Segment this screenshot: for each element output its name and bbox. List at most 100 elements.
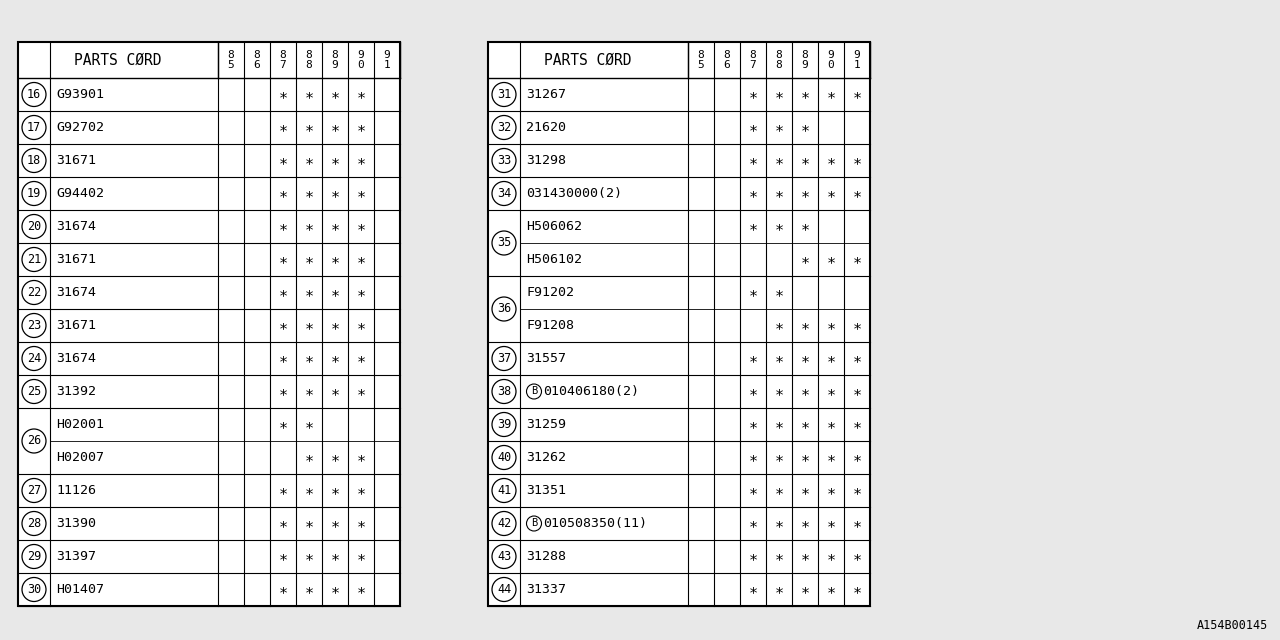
- Text: G94402: G94402: [56, 187, 104, 200]
- Text: ∗: ∗: [800, 318, 809, 333]
- Text: 8
6: 8 6: [723, 51, 731, 70]
- Text: ∗: ∗: [279, 153, 288, 168]
- Text: 031430000(2): 031430000(2): [526, 187, 622, 200]
- Text: PARTS CØRD: PARTS CØRD: [544, 52, 632, 67]
- Text: 23: 23: [27, 319, 41, 332]
- Text: 9
1: 9 1: [854, 51, 860, 70]
- Text: 31392: 31392: [56, 385, 96, 398]
- Text: 37: 37: [497, 352, 511, 365]
- Text: ∗: ∗: [279, 186, 288, 201]
- Text: ∗: ∗: [330, 549, 339, 564]
- Text: ∗: ∗: [852, 153, 861, 168]
- Text: ∗: ∗: [356, 153, 366, 168]
- Text: ∗: ∗: [356, 219, 366, 234]
- Text: 31259: 31259: [526, 418, 566, 431]
- Text: ∗: ∗: [749, 549, 758, 564]
- Text: H02001: H02001: [56, 418, 104, 431]
- Text: 8
7: 8 7: [750, 51, 756, 70]
- Text: ∗: ∗: [305, 417, 314, 432]
- Text: ∗: ∗: [356, 186, 366, 201]
- Text: 31671: 31671: [56, 253, 96, 266]
- Text: 31557: 31557: [526, 352, 566, 365]
- Text: ∗: ∗: [305, 186, 314, 201]
- Text: 31298: 31298: [526, 154, 566, 167]
- Text: ∗: ∗: [852, 318, 861, 333]
- Text: ∗: ∗: [749, 186, 758, 201]
- Text: ∗: ∗: [800, 549, 809, 564]
- Text: 41: 41: [497, 484, 511, 497]
- Text: H506062: H506062: [526, 220, 582, 233]
- Text: ∗: ∗: [279, 384, 288, 399]
- Text: ∗: ∗: [827, 252, 836, 267]
- Text: ∗: ∗: [800, 87, 809, 102]
- Text: ∗: ∗: [827, 483, 836, 498]
- Text: ∗: ∗: [749, 219, 758, 234]
- Text: ∗: ∗: [279, 120, 288, 135]
- Text: ∗: ∗: [827, 450, 836, 465]
- Text: ∗: ∗: [749, 285, 758, 300]
- Text: ∗: ∗: [279, 252, 288, 267]
- Text: 40: 40: [497, 451, 511, 464]
- Text: ∗: ∗: [852, 252, 861, 267]
- Text: ∗: ∗: [356, 483, 366, 498]
- Text: 16: 16: [27, 88, 41, 101]
- Text: ∗: ∗: [774, 153, 783, 168]
- Text: ∗: ∗: [827, 516, 836, 531]
- Text: H02007: H02007: [56, 451, 104, 464]
- Text: ∗: ∗: [852, 417, 861, 432]
- Text: 39: 39: [497, 418, 511, 431]
- Text: ∗: ∗: [800, 417, 809, 432]
- Bar: [488, 42, 870, 606]
- Text: G92702: G92702: [56, 121, 104, 134]
- Text: ∗: ∗: [774, 516, 783, 531]
- Text: ∗: ∗: [305, 516, 314, 531]
- Text: 38: 38: [497, 385, 511, 398]
- Text: ∗: ∗: [852, 549, 861, 564]
- Text: ∗: ∗: [279, 318, 288, 333]
- Text: ∗: ∗: [279, 87, 288, 102]
- Text: 27: 27: [27, 484, 41, 497]
- Text: 8
5: 8 5: [228, 51, 234, 70]
- Text: 31674: 31674: [56, 352, 96, 365]
- Bar: [18, 42, 399, 606]
- Text: 31674: 31674: [56, 286, 96, 299]
- Text: ∗: ∗: [330, 87, 339, 102]
- Text: 28: 28: [27, 517, 41, 530]
- Text: ∗: ∗: [852, 483, 861, 498]
- Text: 31390: 31390: [56, 517, 96, 530]
- Text: ∗: ∗: [330, 384, 339, 399]
- Text: ∗: ∗: [330, 318, 339, 333]
- Text: 25: 25: [27, 385, 41, 398]
- Text: ∗: ∗: [774, 318, 783, 333]
- Text: 31397: 31397: [56, 550, 96, 563]
- Text: ∗: ∗: [800, 219, 809, 234]
- Text: ∗: ∗: [356, 120, 366, 135]
- Text: ∗: ∗: [279, 351, 288, 366]
- Text: ∗: ∗: [827, 582, 836, 597]
- Text: 42: 42: [497, 517, 511, 530]
- Text: ∗: ∗: [852, 450, 861, 465]
- Text: ∗: ∗: [305, 153, 314, 168]
- Text: 35: 35: [497, 237, 511, 250]
- Text: 31288: 31288: [526, 550, 566, 563]
- Text: ∗: ∗: [305, 219, 314, 234]
- Text: 21620: 21620: [526, 121, 566, 134]
- Text: ∗: ∗: [774, 582, 783, 597]
- Text: ∗: ∗: [852, 351, 861, 366]
- Text: ∗: ∗: [356, 318, 366, 333]
- Text: 010508350(11): 010508350(11): [543, 517, 646, 530]
- Text: 19: 19: [27, 187, 41, 200]
- Text: 29: 29: [27, 550, 41, 563]
- Text: ∗: ∗: [827, 384, 836, 399]
- Text: ∗: ∗: [356, 450, 366, 465]
- Text: 9
0: 9 0: [828, 51, 835, 70]
- Text: 31671: 31671: [56, 319, 96, 332]
- Text: ∗: ∗: [774, 417, 783, 432]
- Text: ∗: ∗: [356, 549, 366, 564]
- Text: F91202: F91202: [526, 286, 573, 299]
- Text: ∗: ∗: [774, 483, 783, 498]
- Text: 26: 26: [27, 435, 41, 447]
- Text: ∗: ∗: [330, 252, 339, 267]
- Text: 31351: 31351: [526, 484, 566, 497]
- Text: ∗: ∗: [749, 450, 758, 465]
